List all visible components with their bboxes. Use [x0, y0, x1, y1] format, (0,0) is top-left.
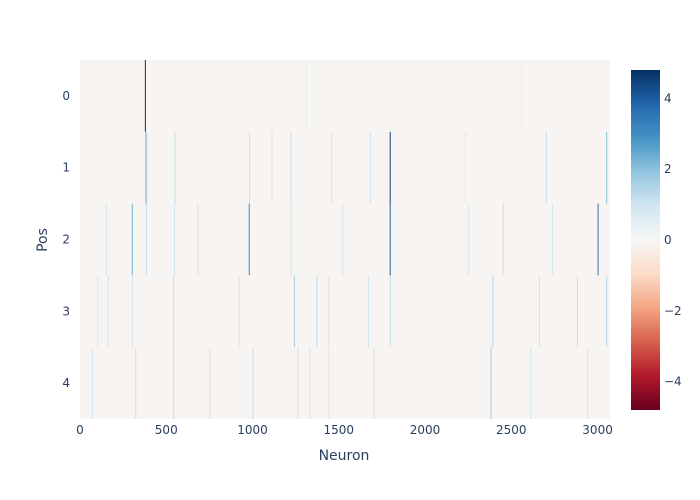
heatmap-row-4: [80, 347, 610, 419]
x-axis-ticks: 0 500 1000 1500 2000 2500 3000: [76, 423, 613, 437]
heatmap-cell: [464, 131, 466, 204]
heatmap-cell: [131, 275, 133, 348]
colorbar-ticks: −4 −2 0 2 4: [664, 91, 682, 388]
heatmap-row-3: [80, 275, 610, 348]
heatmap-cell: [342, 203, 344, 276]
colorbar-tick-label: −4: [664, 375, 682, 389]
heatmap-cell: [306, 60, 308, 132]
colorbar-tick-label: 4: [664, 91, 672, 105]
heatmap-cell: [290, 131, 292, 204]
heatmap-cell: [545, 131, 547, 204]
heatmap-cell: [293, 275, 295, 348]
heatmap-row-0: [80, 60, 610, 132]
heatmap-cell: [92, 347, 94, 419]
heatmap-cell: [145, 131, 147, 204]
heatmap-cell: [131, 203, 133, 276]
heatmap-cell: [328, 347, 330, 419]
heatmap-cell: [490, 347, 492, 419]
heatmap-cell: [551, 203, 553, 276]
heatmap-cell: [174, 131, 176, 204]
heatmap-cell: [606, 275, 608, 348]
heatmap-cell: [107, 275, 109, 348]
heatmap-cell: [135, 347, 137, 419]
heatmap-cell: [389, 131, 391, 204]
y-axis-ticks: 0 1 2 3 4: [62, 89, 70, 390]
colorbar-tick-label: 2: [664, 162, 672, 176]
heatmap-cell: [105, 203, 107, 276]
heatmap-cell: [174, 203, 176, 276]
heatmap-cell: [530, 347, 532, 419]
y-tick-label: 3: [62, 304, 70, 318]
plot-area: [80, 60, 610, 419]
heatmap-cell: [576, 275, 578, 348]
heatmap-cell: [328, 275, 330, 348]
heatmap-cell: [248, 203, 250, 276]
heatmap-cell: [492, 275, 494, 348]
heatmap-cell: [252, 347, 254, 419]
x-tick-label: 1500: [324, 423, 355, 437]
heatmap-cell: [145, 203, 147, 276]
heatmap-cell: [238, 275, 240, 348]
x-tick-label: 0: [76, 423, 84, 437]
heatmap-cell: [249, 131, 251, 204]
heatmap-cell: [209, 347, 211, 419]
y-tick-label: 2: [62, 233, 70, 247]
heatmap-cell: [368, 275, 370, 348]
heatmap-cell: [587, 347, 589, 419]
heatmap-cell: [597, 203, 599, 276]
heatmap-cell: [369, 131, 371, 204]
x-tick-label: 1000: [237, 423, 268, 437]
heatmap-cell: [271, 131, 273, 204]
heatmap-cell: [97, 275, 99, 348]
heatmap-cell: [173, 347, 175, 419]
x-tick-label: 3000: [582, 423, 613, 437]
heatmap-cell: [331, 131, 333, 204]
y-tick-label: 1: [62, 161, 70, 175]
heatmap-cell: [290, 203, 292, 276]
x-tick-label: 2500: [496, 423, 527, 437]
heatmap-row-2: [80, 203, 610, 276]
heatmap-cell: [538, 275, 540, 348]
heatmap-cell: [389, 203, 391, 276]
heatmap-cell: [197, 203, 199, 276]
y-axis-title: Pos: [35, 228, 51, 252]
heatmap-cell: [606, 131, 608, 204]
heatmap-cell: [144, 60, 146, 132]
heatmap-cell: [297, 347, 299, 419]
heatmap-cell: [173, 275, 175, 348]
heatmap-cell: [316, 275, 318, 348]
y-tick-label: 4: [62, 376, 70, 390]
heatmap-cell: [468, 203, 470, 276]
heatmap-cell: [502, 203, 504, 276]
y-tick-label: 0: [62, 89, 70, 103]
x-axis-title: Neuron: [319, 448, 370, 464]
heatmap-row-1: [80, 131, 610, 204]
colorbar-tick-label: 0: [664, 233, 672, 247]
x-tick-label: 500: [155, 423, 178, 437]
heatmap-cell: [521, 60, 523, 132]
x-tick-label: 2000: [410, 423, 441, 437]
heatmap-cell: [373, 347, 375, 419]
colorbar: [631, 70, 660, 410]
heatmap-cell: [309, 347, 311, 419]
heatmap-cell: [389, 275, 391, 348]
colorbar-tick-label: −2: [664, 304, 682, 318]
